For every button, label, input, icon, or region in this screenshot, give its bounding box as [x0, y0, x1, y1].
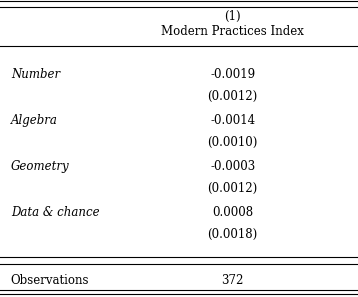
Text: -0.0019: -0.0019 [210, 68, 255, 81]
Text: Algebra: Algebra [11, 114, 58, 127]
Text: Data & chance: Data & chance [11, 206, 100, 219]
Text: -0.0014: -0.0014 [210, 114, 255, 127]
Text: Modern Practices Index: Modern Practices Index [161, 25, 304, 38]
Text: 372: 372 [222, 274, 244, 287]
Text: 0.0008: 0.0008 [212, 206, 253, 219]
Text: (0.0010): (0.0010) [208, 136, 258, 149]
Text: (1): (1) [224, 10, 241, 23]
Text: -0.0003: -0.0003 [210, 160, 255, 173]
Text: Number: Number [11, 68, 60, 81]
Text: Geometry: Geometry [11, 160, 69, 173]
Text: (0.0012): (0.0012) [208, 182, 258, 195]
Text: Observations: Observations [11, 274, 89, 287]
Text: (0.0018): (0.0018) [208, 228, 258, 241]
Text: (0.0012): (0.0012) [208, 90, 258, 103]
